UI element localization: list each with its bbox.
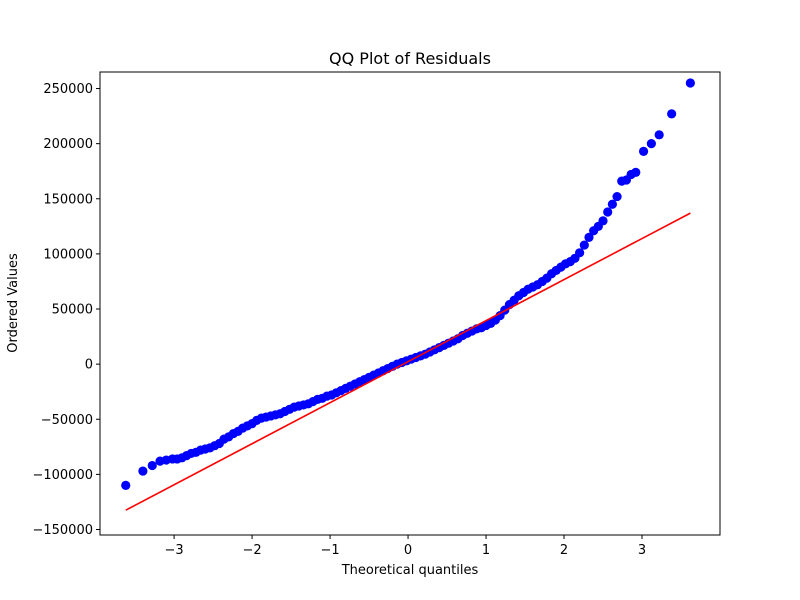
y-tick-label: 150000 (43, 192, 93, 207)
data-point (121, 480, 131, 490)
points-layer (121, 78, 695, 490)
chart-title: QQ Plot of Residuals (329, 49, 491, 68)
data-point (612, 191, 622, 202)
data-point (654, 130, 664, 140)
y-tick-label: −50000 (41, 413, 93, 428)
data-point (584, 232, 594, 242)
fit-line (125, 212, 691, 511)
data-point (579, 240, 589, 250)
data-point (607, 199, 617, 209)
x-tick-label: 1 (482, 543, 490, 558)
plot-frame (99, 71, 721, 536)
x-tick-label: 0 (404, 543, 412, 558)
x-tick-label: −2 (242, 543, 261, 558)
y-tick-label: −150000 (32, 523, 93, 538)
fit-line-layer (125, 212, 691, 511)
data-point (138, 466, 148, 476)
axes-layer: −3 −2 −1 0 1 2 3 −150000 −100000 −50000 0 50000 1000… (32, 71, 721, 558)
y-tick-label: 0 (85, 358, 93, 373)
x-axis-title: Theoretical quantiles (341, 563, 479, 578)
y-tick-label: 200000 (43, 137, 93, 152)
data-point (575, 248, 585, 258)
y-axis-title: Ordered Values (6, 253, 21, 353)
data-point (685, 78, 695, 88)
data-point (646, 139, 656, 149)
data-point (667, 109, 677, 119)
data-point (598, 216, 608, 226)
x-tick-label: −3 (165, 543, 184, 558)
y-tick-label: −100000 (32, 468, 93, 483)
y-tick-label: 100000 (43, 247, 93, 262)
x-tick-label: 3 (638, 543, 646, 558)
x-tick-label: 2 (560, 543, 568, 558)
y-tick-label: 250000 (43, 82, 93, 97)
data-point (631, 167, 641, 177)
data-point (603, 207, 613, 217)
data-point (638, 146, 649, 156)
data-point (147, 460, 157, 471)
y-tick-label: 50000 (52, 303, 93, 318)
x-tick-label: −1 (320, 543, 339, 558)
